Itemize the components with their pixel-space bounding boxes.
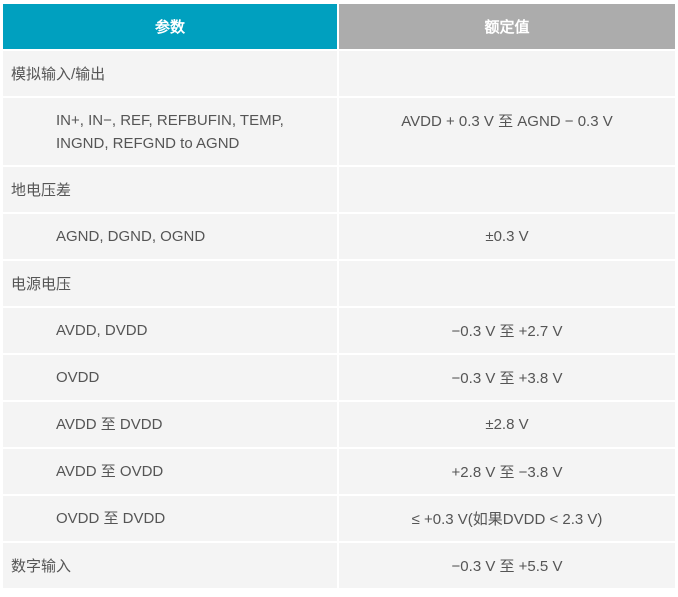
param-cell: AGND, DGND, OGND bbox=[3, 214, 337, 259]
table-row: AVDD, DVDD −0.3 V 至 +2.7 V bbox=[3, 308, 675, 353]
value-cell: ≤ +0.3 V(如果DVDD < 2.3 V) bbox=[339, 496, 675, 541]
param-cell: 数字输入 bbox=[3, 543, 337, 588]
table-row: AVDD 至 DVDD ±2.8 V bbox=[3, 402, 675, 447]
table-row: OVDD 至 DVDD ≤ +0.3 V(如果DVDD < 2.3 V) bbox=[3, 496, 675, 541]
param-cell: AVDD 至 DVDD bbox=[3, 402, 337, 447]
value-cell: +2.8 V 至 −3.8 V bbox=[339, 449, 675, 494]
value-cell: −0.3 V 至 +2.7 V bbox=[339, 308, 675, 353]
table-row: OVDD −0.3 V 至 +3.8 V bbox=[3, 355, 675, 400]
param-cell: OVDD bbox=[3, 355, 337, 400]
param-cell: 地电压差 bbox=[3, 167, 337, 212]
param-cell: IN+, IN−, REF, REFBUFIN, TEMP, INGND, RE… bbox=[3, 98, 337, 165]
param-cell: OVDD 至 DVDD bbox=[3, 496, 337, 541]
group-row: 电源电压 bbox=[3, 261, 675, 306]
value-cell: AVDD + 0.3 V 至 AGND − 0.3 V bbox=[339, 98, 675, 165]
value-cell bbox=[339, 167, 675, 212]
value-cell: ±2.8 V bbox=[339, 402, 675, 447]
param-cell: AVDD 至 OVDD bbox=[3, 449, 337, 494]
value-cell: ±0.3 V bbox=[339, 214, 675, 259]
table-header: 参数 额定值 bbox=[3, 4, 675, 49]
header-param: 参数 bbox=[3, 4, 337, 49]
value-cell bbox=[339, 261, 675, 306]
group-row: 数字输入 −0.3 V 至 +5.5 V bbox=[3, 543, 675, 588]
value-cell bbox=[339, 51, 675, 96]
value-cell: −0.3 V 至 +3.8 V bbox=[339, 355, 675, 400]
param-cell: AVDD, DVDD bbox=[3, 308, 337, 353]
group-row: 模拟输入/输出 bbox=[3, 51, 675, 96]
table-row: IN+, IN−, REF, REFBUFIN, TEMP, INGND, RE… bbox=[3, 98, 675, 165]
value-cell: −0.3 V 至 +5.5 V bbox=[339, 543, 675, 588]
table-row: AGND, DGND, OGND ±0.3 V bbox=[3, 214, 675, 259]
group-row: 地电压差 bbox=[3, 167, 675, 212]
header-value: 额定值 bbox=[339, 4, 675, 49]
param-cell: 电源电压 bbox=[3, 261, 337, 306]
table-row: AVDD 至 OVDD +2.8 V 至 −3.8 V bbox=[3, 449, 675, 494]
param-cell: 模拟输入/输出 bbox=[3, 51, 337, 96]
